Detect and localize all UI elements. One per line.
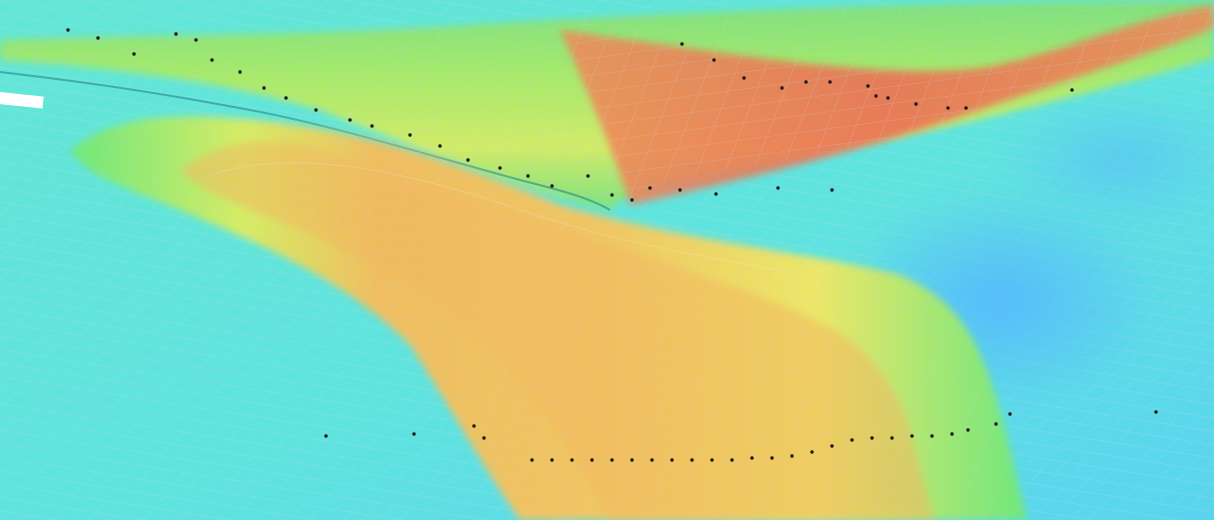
survey-point	[498, 166, 502, 170]
survey-point	[586, 174, 590, 178]
survey-point	[650, 458, 654, 462]
survey-point	[466, 158, 470, 162]
survey-point	[910, 434, 914, 438]
survey-point	[964, 106, 968, 110]
survey-point	[870, 436, 874, 440]
edge-artifact	[0, 92, 44, 109]
survey-point	[914, 102, 918, 106]
survey-point	[890, 436, 894, 440]
survey-point	[670, 458, 674, 462]
survey-point	[830, 188, 834, 192]
survey-point	[790, 454, 794, 458]
survey-point	[550, 184, 554, 188]
survey-point	[438, 144, 442, 148]
survey-point	[348, 118, 352, 122]
survey-point	[314, 108, 318, 112]
survey-point	[590, 458, 594, 462]
survey-point	[750, 456, 754, 460]
survey-point	[850, 438, 854, 442]
survey-point	[408, 133, 412, 137]
survey-point	[370, 124, 374, 128]
survey-point	[712, 58, 716, 62]
survey-point	[742, 76, 746, 80]
survey-point	[284, 96, 288, 100]
survey-point	[648, 186, 652, 190]
survey-point	[66, 28, 70, 32]
survey-point	[730, 458, 734, 462]
survey-point	[1154, 410, 1158, 414]
survey-point	[828, 80, 832, 84]
survey-point	[780, 86, 784, 90]
low-elevation-region	[1000, 90, 1214, 230]
main-ridge	[70, 116, 1028, 520]
survey-point	[886, 96, 890, 100]
survey-point	[550, 458, 554, 462]
survey-point	[804, 80, 808, 84]
survey-point	[610, 458, 614, 462]
survey-point	[238, 70, 242, 74]
survey-point	[690, 458, 694, 462]
survey-point	[714, 192, 718, 196]
upper-ridge	[0, 0, 1214, 211]
survey-point	[930, 434, 934, 438]
survey-point	[678, 188, 682, 192]
survey-point	[174, 32, 178, 36]
survey-point	[810, 450, 814, 454]
survey-point	[96, 36, 100, 40]
survey-point	[412, 432, 416, 436]
survey-point	[630, 198, 634, 202]
survey-point	[946, 106, 950, 110]
survey-point	[994, 422, 998, 426]
survey-point	[874, 94, 878, 98]
survey-point	[770, 456, 774, 460]
survey-points	[66, 28, 1158, 462]
survey-point	[1070, 88, 1074, 92]
survey-point	[472, 424, 476, 428]
survey-point	[966, 428, 970, 432]
survey-point	[262, 86, 266, 90]
survey-point	[630, 458, 634, 462]
survey-point	[570, 458, 574, 462]
survey-point	[950, 432, 954, 436]
survey-point	[866, 84, 870, 88]
survey-point	[530, 458, 534, 462]
survey-point	[680, 42, 684, 46]
survey-point	[710, 458, 714, 462]
survey-point	[526, 174, 530, 178]
survey-point	[194, 38, 198, 42]
survey-point	[132, 52, 136, 56]
survey-point	[610, 193, 614, 197]
survey-point	[210, 58, 214, 62]
survey-point	[1008, 412, 1012, 416]
survey-point	[776, 186, 780, 190]
survey-point	[482, 436, 486, 440]
survey-point	[324, 434, 328, 438]
survey-point	[830, 444, 834, 448]
